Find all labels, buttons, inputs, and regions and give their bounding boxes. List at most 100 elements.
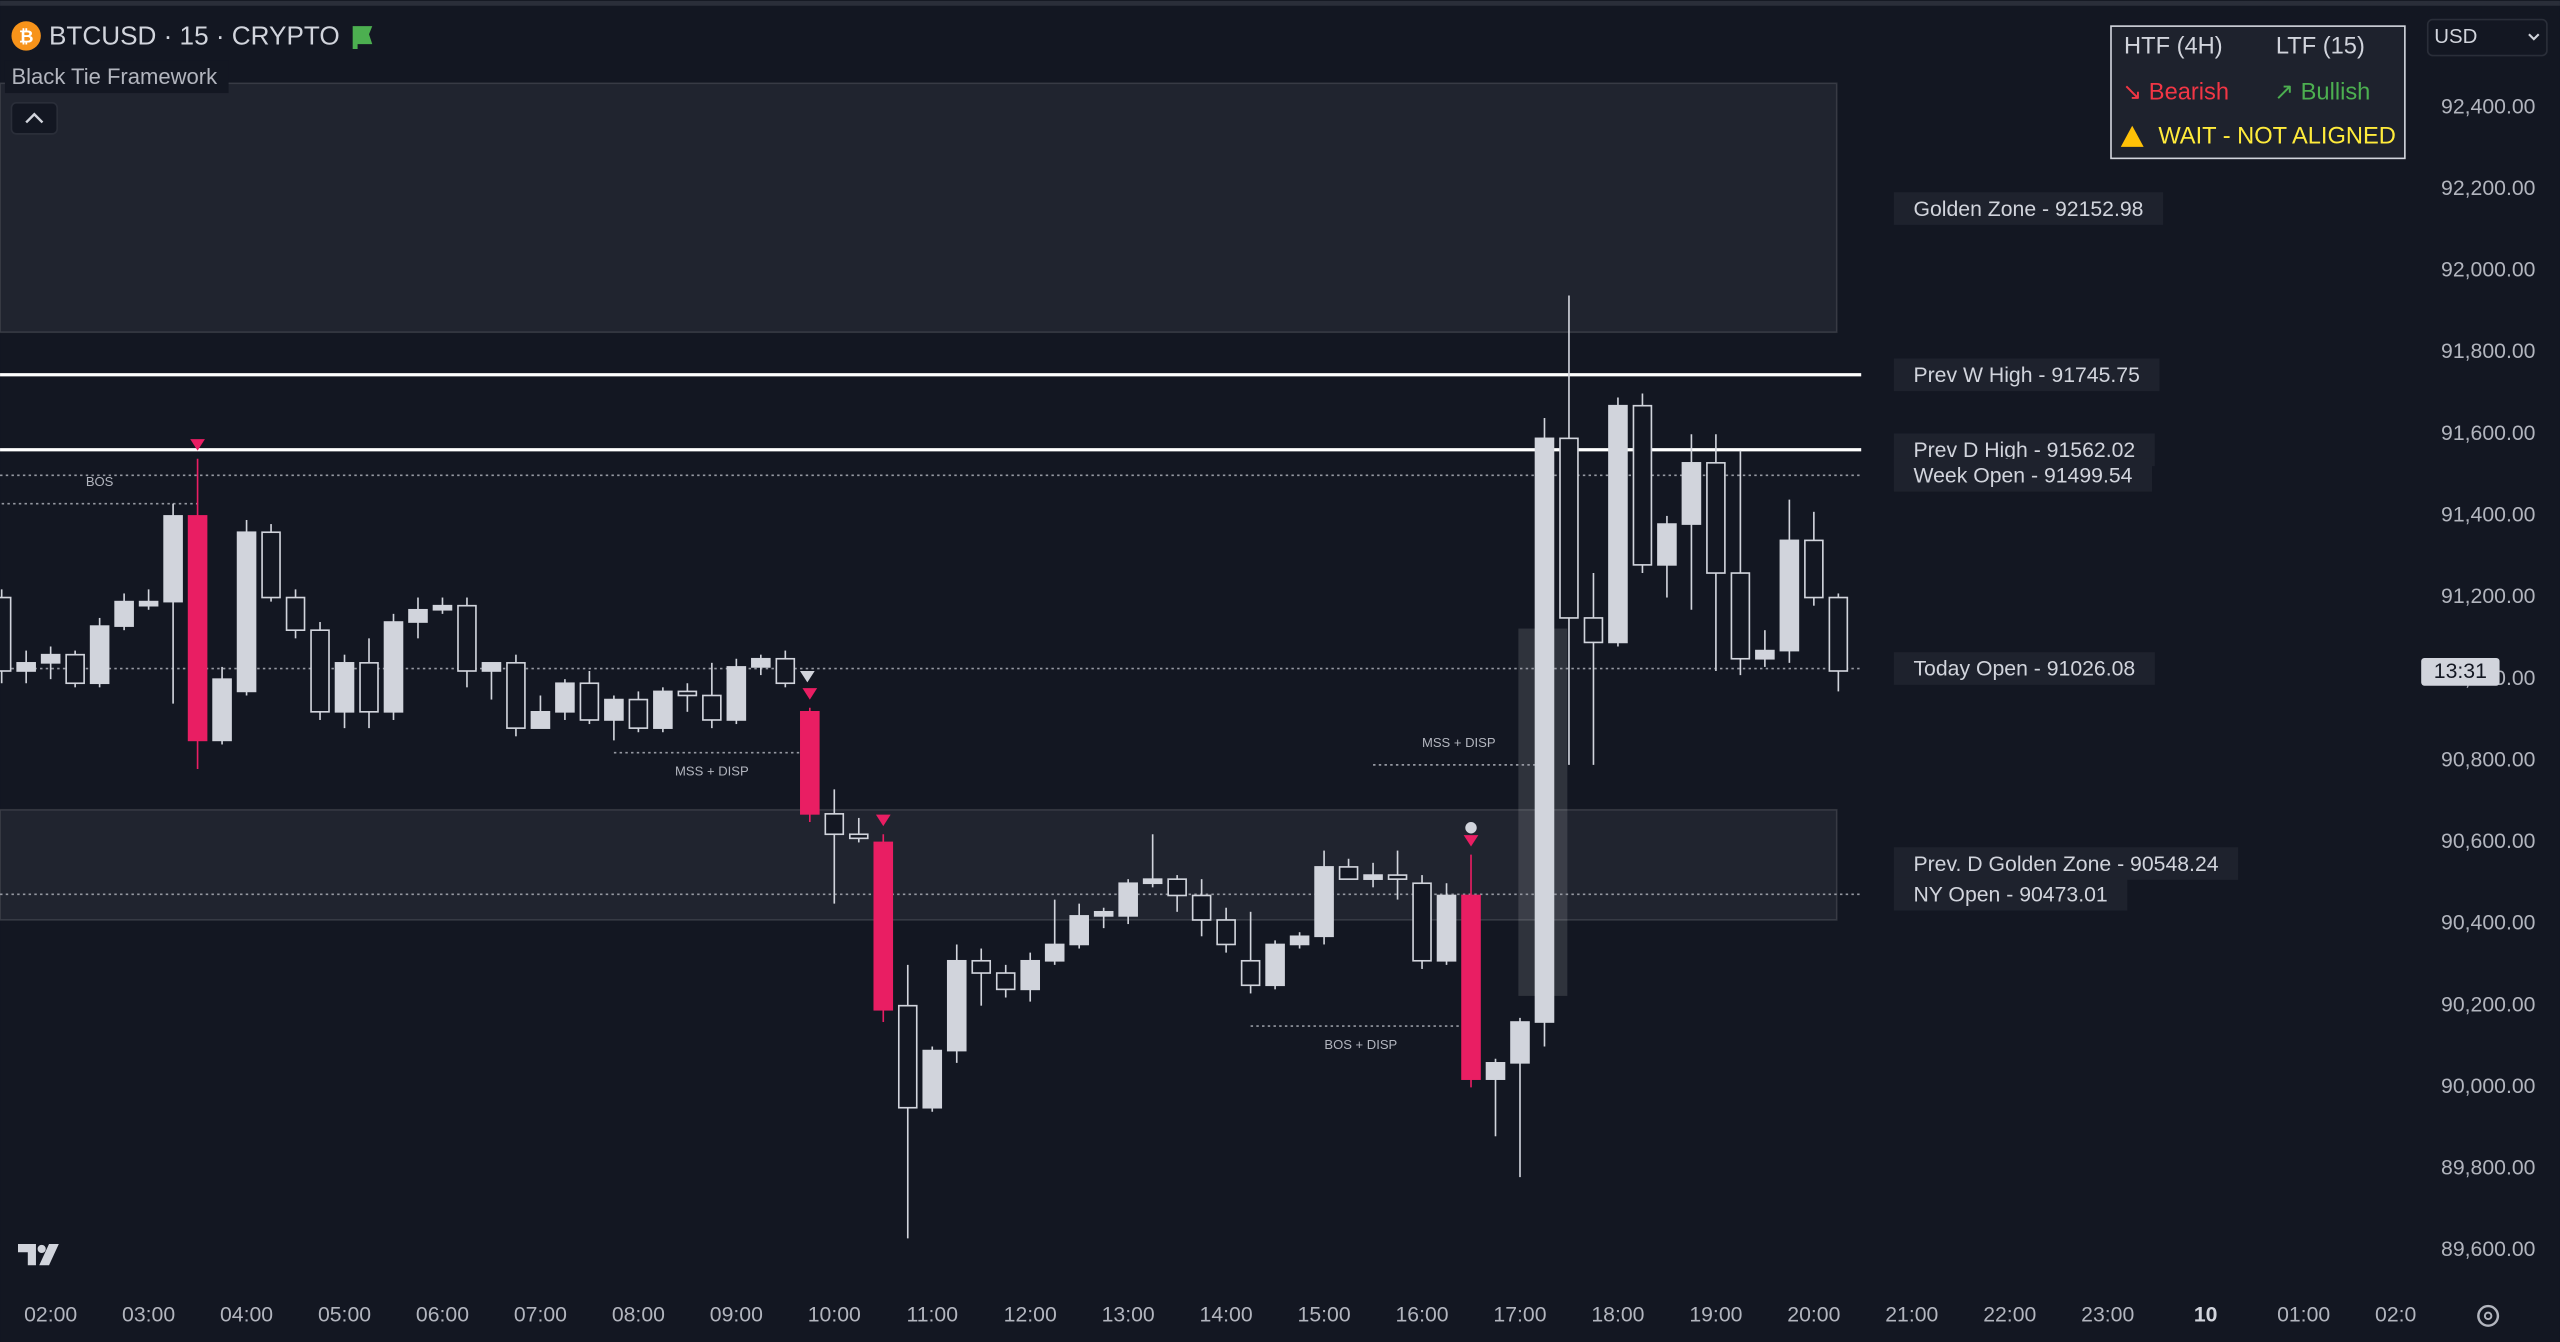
y-tick-label: 90,200.00: [2441, 993, 2535, 1016]
candle-body: [65, 653, 85, 685]
currency-dropdown[interactable]: [2426, 18, 2548, 57]
candle-body: [1755, 649, 1775, 660]
settings-icon[interactable]: [2477, 1304, 2500, 1327]
x-tick-label: 07:00: [514, 1303, 567, 1326]
x-tick-label: 13:00: [1102, 1303, 1155, 1326]
annotations: BOS MSS + DISP MSS + DISP BOS + DISP: [1, 474, 1545, 1052]
candle-body: [775, 657, 796, 685]
y-tick-label: 89,600.00: [2441, 1238, 2535, 1261]
candle-body: [1118, 882, 1138, 917]
candle-body: [481, 662, 502, 672]
candle-body: [1240, 959, 1261, 987]
zone: [0, 808, 1838, 921]
x-tick-label: 16:00: [1395, 1303, 1448, 1326]
signal-marker: [1463, 835, 1479, 847]
candle-body: [1608, 404, 1628, 644]
candle-body: [848, 833, 869, 840]
candle-body: [1559, 437, 1579, 619]
candle-body: [702, 694, 722, 721]
level-label: Prev W High - 91745.75: [1913, 364, 2139, 387]
candle-body: [457, 604, 477, 672]
y-tick-label: 90,600.00: [2441, 830, 2535, 853]
flag-icon[interactable]: [352, 26, 373, 49]
candle-body: [1583, 617, 1604, 644]
x-tick-label: 19:00: [1689, 1303, 1742, 1326]
level-label: Week Open - 91499.54: [1913, 465, 2132, 488]
y-tick-label: 91,200.00: [2441, 585, 2535, 608]
candle-body: [530, 710, 551, 729]
candle-body: [506, 662, 526, 729]
candle-body: [971, 959, 992, 974]
candle-body: [114, 600, 134, 627]
level-label: Today Open - 91026.08: [1913, 658, 2135, 681]
x-tick-label: 18:00: [1591, 1303, 1644, 1326]
candle-body: [187, 515, 208, 742]
candle-body: [579, 682, 600, 721]
levels: Golden Zone - 92152.98 Prev W High - 9174…: [0, 192, 2239, 911]
x-tick-label: 10: [2194, 1303, 2218, 1326]
y-tick-label: 92,000.00: [2441, 259, 2535, 282]
candle-body: [432, 604, 453, 611]
candle-body: [40, 653, 61, 664]
signal-marker: [875, 814, 891, 827]
indicator-bg: [4, 60, 229, 94]
symbol-icon-glyph: ₿: [19, 26, 34, 46]
candle-body: [1142, 878, 1163, 885]
countdown: 13:31: [2434, 660, 2487, 683]
candle-body: [359, 662, 379, 713]
signal-marker: [1465, 822, 1477, 834]
level-label: NY Open - 90473.01: [1913, 883, 2107, 906]
indicator-name[interactable]: Black Tie Framework: [11, 64, 218, 89]
symbol-icon: [11, 21, 41, 51]
candle-body: [1828, 596, 1849, 672]
x-tick-label: 01:00: [2277, 1303, 2330, 1326]
candles: [0, 295, 1849, 1239]
logo[interactable]: [17, 1244, 59, 1266]
level-label-bg: [1893, 877, 2128, 911]
markers: [190, 439, 1479, 847]
signal-marker: [800, 671, 815, 683]
candle-body: [1167, 878, 1187, 897]
candle-body: [1363, 874, 1383, 880]
x-tick-label: 02:00: [24, 1303, 77, 1326]
zone: [0, 82, 1838, 334]
x-tick-label: 06:00: [416, 1303, 469, 1326]
candle-body: [922, 1049, 943, 1109]
candle-body: [408, 608, 428, 623]
candle-body: [653, 690, 673, 729]
candle-body: [383, 621, 404, 713]
candle-body: [1461, 894, 1481, 1080]
chart-title[interactable]: BTCUSD · 15 · CRYPTO: [49, 20, 340, 50]
collapse-button[interactable]: [10, 102, 58, 135]
candle-body: [628, 698, 649, 729]
x-tick-label: 17:00: [1493, 1303, 1546, 1326]
candle-body: [236, 531, 257, 693]
candle-body: [824, 813, 845, 836]
y-tick-label: 90,400.00: [2441, 912, 2535, 935]
y-tick-label: 91,600.00: [2441, 422, 2535, 445]
annotation-label: BOS: [86, 474, 114, 489]
level-label-bg: [1893, 847, 2239, 880]
x-tick-label: 15:00: [1298, 1303, 1351, 1326]
candle-body: [261, 531, 281, 599]
status-trend: ↘ Bearish: [2122, 79, 2229, 105]
level-label-bg: [1893, 652, 2155, 685]
level-label-bg: [1893, 192, 2164, 225]
y-axis: 89,600.00 89,800.00 90,000.00 90,200.00 90,4…: [2421, 95, 2535, 1261]
candle-body: [1216, 919, 1236, 946]
candle-body: [285, 596, 306, 632]
level-label-bg: [1893, 458, 2153, 492]
candle-body: [555, 682, 575, 713]
candle-body: [1706, 462, 1726, 574]
y-tick-label: 92,400.00: [2441, 95, 2535, 118]
dropdown-chevron: [2528, 33, 2540, 41]
candle-body: [897, 1004, 918, 1109]
status-trend: ↗ Bullish: [2274, 79, 2370, 105]
x-tick-label: 21:00: [1885, 1303, 1938, 1326]
candle-body: [995, 972, 1016, 991]
x-tick-label: 05:00: [318, 1303, 371, 1326]
level-label: Prev D High - 91562.02: [1913, 439, 2135, 462]
x-tick-label: 09:00: [710, 1303, 763, 1326]
candle-body: [1485, 1062, 1506, 1080]
